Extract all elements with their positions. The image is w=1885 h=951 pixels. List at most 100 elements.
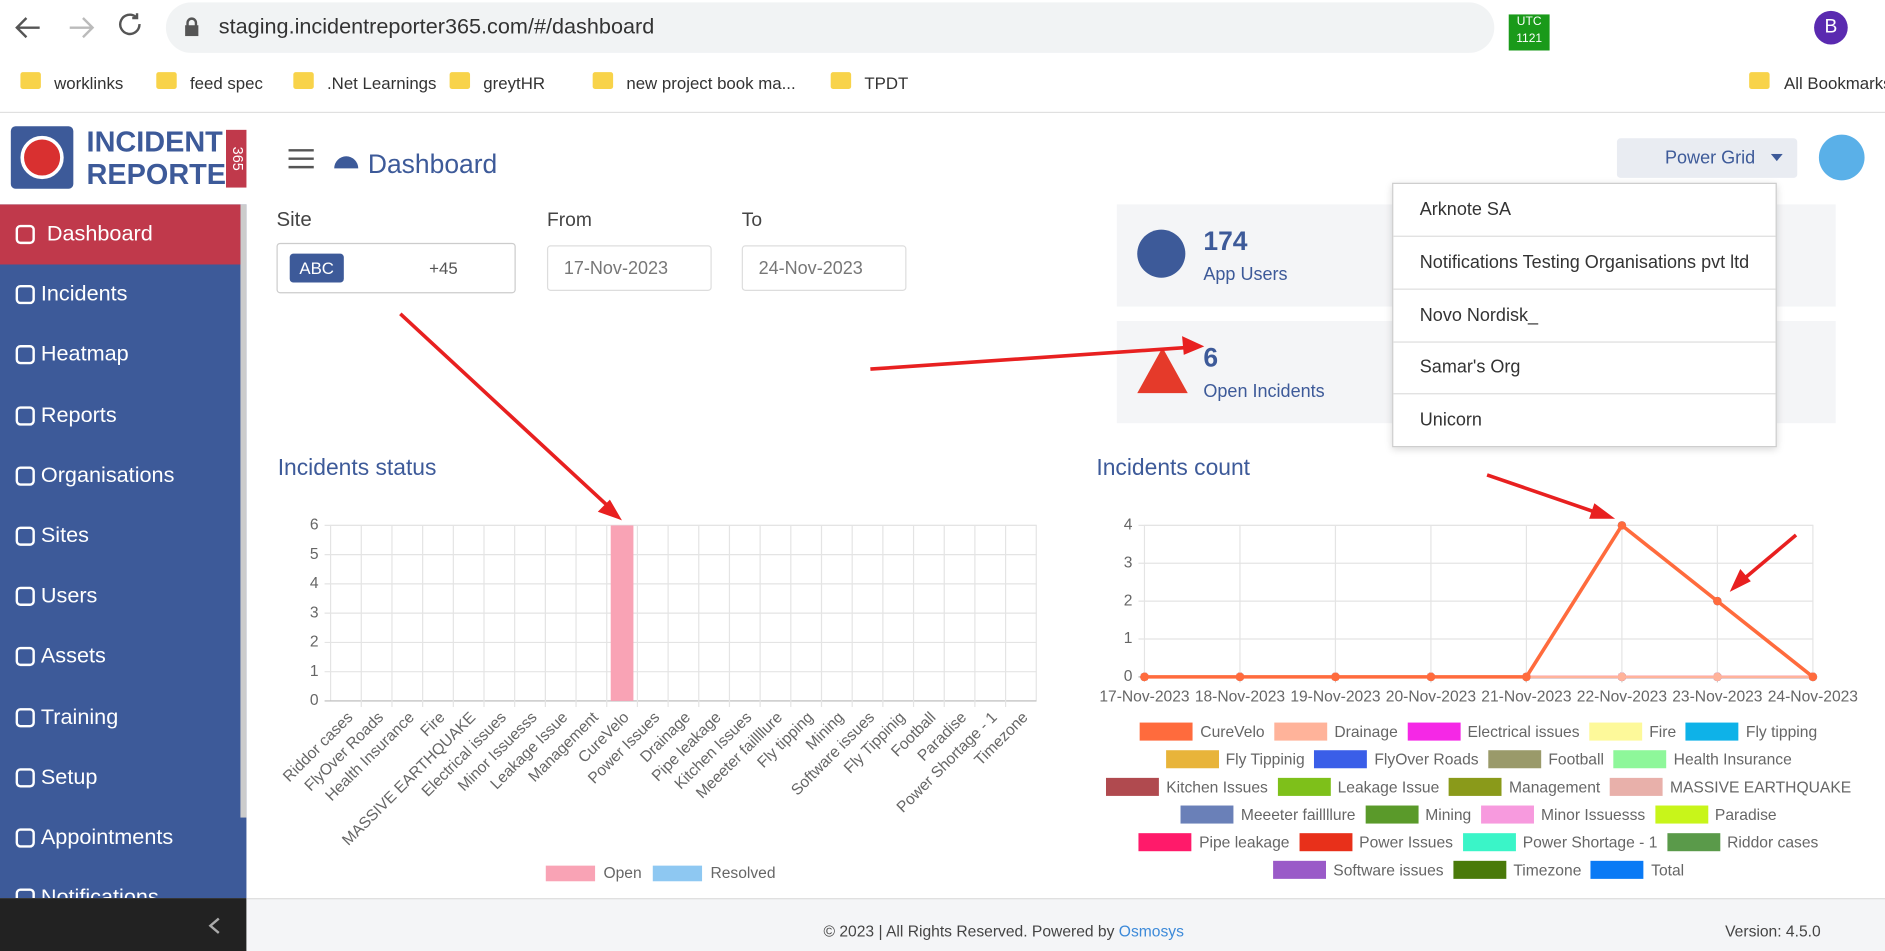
legend-label: Kitchen Issues — [1166, 777, 1268, 796]
legend-item[interactable]: Leakage Issue — [1277, 777, 1439, 796]
nav-item[interactable]: Notifications — [0, 868, 240, 899]
forward-button[interactable] — [69, 17, 95, 39]
legend-item[interactable]: Total — [1591, 860, 1684, 879]
legend-item[interactable]: Power Shortage - 1 — [1462, 833, 1657, 852]
legend-item[interactable]: Pipe leakage — [1138, 833, 1290, 852]
legend-item[interactable]: Paradise — [1654, 805, 1777, 824]
extension-badge[interactable]: UTC 1121 — [1508, 14, 1550, 51]
legend-item[interactable]: FlyOver Roads — [1314, 750, 1479, 769]
bookmark[interactable]: worklinks — [54, 73, 124, 93]
x-tick-label: 19-Nov-2023 — [1290, 688, 1380, 705]
reload-button[interactable] — [119, 13, 141, 36]
legend-item[interactable]: Football — [1488, 750, 1604, 769]
legend-item[interactable]: Fly Tippinig — [1165, 750, 1305, 769]
back-button[interactable] — [15, 17, 40, 39]
nav-item[interactable]: Sites — [0, 506, 240, 566]
dropdown-item[interactable]: Samar's Org — [1393, 342, 1776, 395]
legend-item[interactable]: MASSIVE EARTHQUAKE — [1609, 777, 1851, 796]
site-chip[interactable]: ABC — [289, 253, 344, 283]
nav-item[interactable]: Appointments — [0, 808, 240, 868]
dropdown-label: Unicorn — [1419, 410, 1482, 431]
nav-item[interactable]: Organisations — [0, 446, 240, 506]
bookmark[interactable]: new project book ma... — [626, 73, 796, 93]
legend-label: Software issues — [1333, 860, 1444, 879]
site-more: +45 — [429, 258, 458, 278]
nav-item[interactable]: Incidents — [0, 265, 240, 325]
nav-item[interactable]: Setup — [0, 748, 240, 808]
legend-item[interactable]: Timezone — [1453, 860, 1581, 879]
from-label: From — [546, 210, 592, 231]
bookmark[interactable]: .Net Learnings — [326, 73, 437, 93]
dropdown-item[interactable]: Notifications Testing Organisations pvt … — [1393, 237, 1776, 290]
stat-value: 6 — [1203, 342, 1219, 373]
legend-item[interactable]: Mining — [1365, 805, 1471, 824]
x-tick-label: 21-Nov-2023 — [1481, 688, 1571, 705]
stat-label: App Users — [1203, 264, 1288, 285]
legend-item[interactable]: Riddor cases — [1667, 833, 1818, 852]
nav-item[interactable]: Dashboard — [0, 204, 241, 265]
legend-label: Fire — [1649, 722, 1677, 741]
nav-item[interactable]: Reports — [0, 385, 240, 445]
point — [1426, 672, 1436, 682]
nav-icon — [15, 466, 35, 486]
bookmark[interactable]: feed spec — [189, 73, 263, 93]
legend-item[interactable]: Electrical issues — [1407, 722, 1580, 741]
footer-link[interactable]: Osmosys — [1118, 922, 1184, 941]
point — [1713, 672, 1722, 682]
bookmark[interactable]: TPDT — [864, 73, 909, 93]
nav-icon — [15, 707, 35, 727]
nav-item[interactable]: Users — [0, 566, 240, 626]
dropdown-item[interactable]: Novo Nordisk_ — [1393, 289, 1776, 343]
y-tick-label: 2 — [310, 634, 319, 651]
profile-avatar[interactable]: B — [1814, 10, 1848, 45]
nav-item[interactable]: Training — [0, 687, 240, 747]
nav-item[interactable]: Assets — [0, 627, 240, 687]
from-input[interactable]: 17-Nov-2023 — [546, 245, 712, 291]
legend-item[interactable]: Power Issues — [1299, 833, 1453, 852]
legend-item[interactable]: Health Insurance — [1613, 750, 1792, 769]
legend-item[interactable]: Drainage — [1274, 722, 1398, 741]
scrollbar — [240, 204, 247, 818]
legend-item[interactable]: Fire — [1589, 722, 1677, 741]
y-tick-label: 1 — [1124, 630, 1133, 647]
legend-swatch — [1453, 860, 1507, 879]
y-tick-label: 4 — [310, 575, 319, 592]
legend-swatch — [1314, 750, 1368, 769]
x-tick-label: 18-Nov-2023 — [1195, 688, 1285, 705]
url-text[interactable]: staging.incidentreporter365.com/#/dashbo… — [218, 14, 655, 39]
dashboard-icon — [334, 156, 359, 169]
user-avatar[interactable] — [1818, 134, 1865, 181]
collapse-button[interactable] — [207, 916, 224, 935]
legend-item[interactable]: Software issues — [1273, 860, 1444, 879]
legend-label: Minor Issuesss — [1540, 805, 1646, 824]
menu-toggle[interactable] — [288, 147, 315, 171]
legend-item[interactable]: CureVelo — [1140, 722, 1265, 741]
address-bar[interactable] — [165, 2, 1495, 53]
legend-item[interactable]: Meeeter faillllure — [1180, 805, 1355, 824]
dropdown-label: Samar's Org — [1419, 357, 1521, 378]
nav-label: Heatmap — [40, 341, 129, 366]
dropdown-item[interactable]: Unicorn — [1393, 395, 1775, 447]
org-selector[interactable]: Power Grid — [1616, 138, 1798, 178]
line — [1144, 522, 1814, 679]
dropdown-item[interactable]: Arknote SA — [1393, 184, 1776, 237]
nav-label: Organisations — [40, 462, 175, 487]
legend-label: Pipe leakage — [1199, 833, 1290, 852]
page-title: Dashboard — [367, 149, 498, 180]
site-select[interactable]: ABC +45 — [276, 242, 516, 294]
legend-label: Paradise — [1714, 805, 1777, 824]
nav-item[interactable]: Heatmap — [0, 325, 240, 385]
legend-swatch — [652, 865, 703, 882]
all-bookmarks[interactable]: All Bookmarks — [1784, 73, 1885, 93]
legend-label: Health Insurance — [1673, 750, 1792, 769]
folder-icon — [1749, 72, 1770, 89]
legend-item[interactable]: Kitchen Issues — [1106, 777, 1268, 796]
nav-label: Reports — [40, 402, 117, 427]
nav-icon — [15, 828, 35, 848]
to-input[interactable]: 24-Nov-2023 — [741, 245, 907, 291]
nav-icon — [15, 526, 35, 546]
legend-item[interactable]: Management — [1448, 777, 1600, 796]
bookmark[interactable]: greytHR — [483, 73, 546, 93]
legend-item[interactable]: Minor Issuesss — [1480, 805, 1646, 824]
legend-item[interactable]: Fly tipping — [1685, 722, 1817, 741]
